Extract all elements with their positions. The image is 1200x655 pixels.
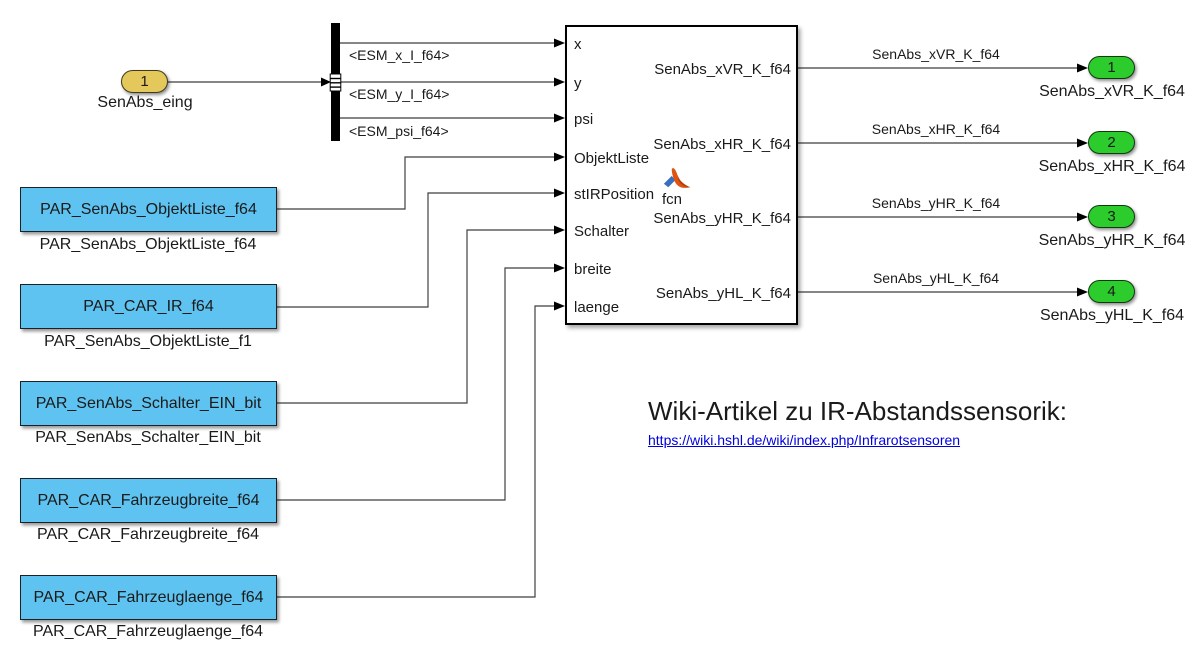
arrowhead [554,263,565,273]
outport-number: 2 [1107,134,1116,151]
fcn-input-breite: breite [574,261,612,278]
arrowhead [554,301,565,311]
fcn-input-stirposition: stIRPosition [574,186,655,203]
inport-number: 1 [140,73,149,90]
signal-label: SenAbs_xVR_K_f64 [872,46,1000,62]
fcn-output-yhr: SenAbs_yHR_K_f64 [653,210,791,227]
fcn-input-x: x [574,36,582,53]
fcn-input-psi: psi [574,111,594,128]
fcn-input-objektliste: ObjektListe [574,150,650,167]
param-block-text: PAR_CAR_Fahrzeuglaenge_f64 [33,588,264,606]
arrowhead [1077,63,1088,73]
param-block-text: PAR_SenAbs_Schalter_EIN_bit [35,394,262,412]
bus-signal-label: <ESM_psi_f64> [349,123,449,139]
matlab-logo-icon [663,168,691,188]
outport-1[interactable]: 1 [1088,56,1135,79]
fcn-caption: fcn [662,191,683,208]
inport-label: SenAbs_eing [97,94,193,111]
fcn-input-y: y [574,75,582,92]
bus-selector-block[interactable] [329,23,342,141]
arrowhead [554,225,565,235]
arrowhead [1077,138,1088,148]
outport-label: SenAbs_xHR_K_f64 [1038,158,1186,175]
param-block-text: PAR_CAR_IR_f64 [83,297,214,315]
arrowhead [554,152,565,162]
inport-block[interactable]: 1 [121,70,168,93]
param-block-label: PAR_SenAbs_ObjektListe_f64 [39,236,257,253]
annotation-link[interactable]: https://wiki.hshl.de/wiki/index.php/Infr… [648,432,961,448]
arrowhead [321,77,331,87]
outport-2[interactable]: 2 [1088,131,1135,154]
wire-schalter[interactable] [277,229,554,404]
arrowhead [554,188,565,198]
signal-label: SenAbs_xHR_K_f64 [871,121,1001,137]
param-block-fahrzeugbreite[interactable]: PAR_CAR_Fahrzeugbreite_f64 [20,478,277,523]
outport-label: SenAbs_xVR_K_f64 [1039,83,1185,100]
fcn-input-schalter: Schalter [574,223,630,240]
fcn-output-xvr: SenAbs_xVR_K_f64 [654,61,791,78]
arrowhead [1077,287,1088,297]
annotation-title: Wiki-Artikel zu IR-Abstandssensorik: [648,396,1067,426]
arrowhead [1077,212,1088,222]
param-block-car-ir[interactable]: PAR_CAR_IR_f64 [20,284,277,329]
fcn-output-xhr: SenAbs_xHR_K_f64 [653,136,791,153]
param-block-schalter[interactable]: PAR_SenAbs_Schalter_EIN_bit [20,381,277,426]
outport-3[interactable]: 3 [1088,205,1135,228]
signal-label: SenAbs_yHL_K_f64 [872,270,1000,286]
param-block-objektliste[interactable]: PAR_SenAbs_ObjektListe_f64 [20,187,277,232]
outport-label: SenAbs_yHL_K_f64 [1039,307,1185,324]
arrowhead [554,113,565,123]
arrowhead [554,38,565,48]
outport-number: 1 [1107,59,1116,76]
bus-signal-label: <ESM_x_I_f64> [349,47,450,63]
param-block-label: PAR_SenAbs_ObjektListe_f1 [44,333,252,350]
fcn-input-laenge: laenge [574,299,620,316]
outport-number: 4 [1107,283,1116,300]
wire-breite[interactable] [277,267,554,501]
outport-4[interactable]: 4 [1088,280,1135,303]
arrowhead [554,77,565,87]
param-block-fahrzeuglaenge[interactable]: PAR_CAR_Fahrzeuglaenge_f64 [20,575,277,620]
param-block-label: PAR_CAR_Fahrzeuglaenge_f64 [32,623,264,640]
param-block-label: PAR_CAR_Fahrzeugbreite_f64 [36,526,260,543]
wire-objektliste[interactable] [277,156,554,210]
fcn-output-yhl: SenAbs_yHL_K_f64 [655,285,791,302]
param-block-text: PAR_SenAbs_ObjektListe_f64 [40,200,257,218]
bus-signal-label: <ESM_y_I_f64> [349,86,450,102]
outport-label: SenAbs_yHR_K_f64 [1038,232,1186,249]
wire-stirposition[interactable] [277,192,554,308]
signal-label: SenAbs_yHR_K_f64 [871,195,1001,211]
param-block-label: PAR_SenAbs_Schalter_EIN_bit [35,429,261,446]
matlab-function-block[interactable]: x y psi ObjektListe stIRPosition Schalte… [565,25,798,325]
wire-laenge[interactable] [277,305,554,598]
param-block-text: PAR_CAR_Fahrzeugbreite_f64 [37,491,260,509]
outport-number: 3 [1107,208,1116,225]
